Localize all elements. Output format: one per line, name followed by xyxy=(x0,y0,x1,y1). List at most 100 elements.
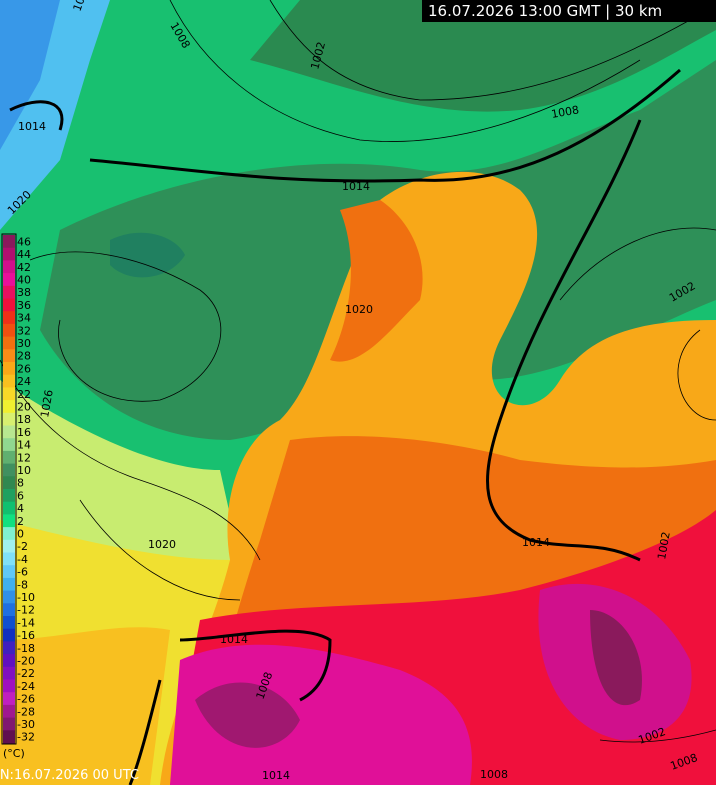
isobar-label: 1014 xyxy=(220,633,248,646)
legend-label: 8 xyxy=(17,477,24,490)
legend-swatch xyxy=(3,641,15,655)
legend-swatch xyxy=(3,577,15,592)
isobar xyxy=(269,0,691,101)
legend-swatch xyxy=(3,463,15,477)
header-box xyxy=(422,0,716,22)
legend-label: -8 xyxy=(17,578,28,591)
isobar-label: 1014 xyxy=(18,120,46,133)
legend-swatch xyxy=(3,679,15,693)
isobar-label: 1026 xyxy=(38,389,56,419)
legend-swatch xyxy=(3,349,15,363)
legend-swatch xyxy=(3,501,15,515)
legend-swatch xyxy=(3,590,15,604)
isobar-label: 1020 xyxy=(345,303,373,316)
legend-label: -12 xyxy=(17,604,35,617)
legend-swatch xyxy=(3,235,15,249)
atlantic-orange xyxy=(0,627,170,785)
legend-label: 38 xyxy=(17,286,31,299)
legend-swatch xyxy=(3,603,15,617)
legend-label: -18 xyxy=(17,642,35,655)
legend-swatch xyxy=(3,260,15,274)
legend-swatch xyxy=(3,730,15,744)
legend-label: 30 xyxy=(17,337,31,350)
legend-swatch xyxy=(3,692,15,706)
legend-swatch xyxy=(3,616,15,630)
legend-swatch xyxy=(3,438,15,452)
legend-label: 42 xyxy=(17,261,31,274)
legend-label: -2 xyxy=(17,540,28,553)
legend-label: 12 xyxy=(17,451,31,464)
legend-label: -20 xyxy=(17,654,35,667)
legend-label: 28 xyxy=(17,350,31,363)
legend-unit: (°C) xyxy=(3,747,25,760)
legend-swatch xyxy=(3,374,15,388)
legend-swatch xyxy=(3,247,15,261)
legend-label: -10 xyxy=(17,591,35,604)
legend-swatch xyxy=(3,666,15,680)
legend-swatch xyxy=(3,704,15,719)
scandinavia-hot xyxy=(330,200,423,362)
legend-label: 40 xyxy=(17,273,31,286)
legend-swatch xyxy=(3,298,15,312)
legend-swatch xyxy=(3,476,15,490)
legend-label: 4 xyxy=(17,502,24,515)
legend-label: -6 xyxy=(17,566,28,579)
legend-label: 0 xyxy=(17,527,24,540)
legend-label: 22 xyxy=(17,388,31,401)
legend-label: 14 xyxy=(17,439,31,452)
legend-label: 18 xyxy=(17,413,31,426)
isobar xyxy=(169,0,641,142)
legend-swatch xyxy=(3,285,15,299)
legend-label: -4 xyxy=(17,553,28,566)
isobar-label: 1020 xyxy=(148,538,176,551)
legend-label: 32 xyxy=(17,324,31,337)
legend-swatch xyxy=(3,654,15,668)
arabia-peak xyxy=(590,610,642,706)
legend-label: -16 xyxy=(17,629,35,642)
cold-core xyxy=(0,0,60,150)
footer-text: JN:16.07.2026 00 UTC xyxy=(0,768,139,783)
legend-swatch xyxy=(3,450,15,465)
isobar-label: 1014 xyxy=(522,536,550,549)
isobar-label: 1008 xyxy=(480,768,508,781)
isobar xyxy=(559,227,716,301)
legend-label: -26 xyxy=(17,693,35,706)
legend-swatch xyxy=(3,412,15,426)
legend-label: -30 xyxy=(17,718,35,731)
front-line xyxy=(9,68,681,183)
legend-label: 44 xyxy=(17,248,31,261)
legend-swatch xyxy=(3,387,15,401)
legend-label: -22 xyxy=(17,667,35,680)
isobar xyxy=(677,329,716,421)
sahara-core xyxy=(170,644,472,785)
front-line xyxy=(486,119,642,562)
legend-label: 24 xyxy=(17,375,31,388)
isobar-label: 1014 xyxy=(262,769,290,782)
legend-swatch xyxy=(3,527,15,541)
front-line xyxy=(128,629,332,785)
isobars xyxy=(0,0,716,743)
legend-label: 36 xyxy=(17,299,31,312)
legend-label: 20 xyxy=(17,400,31,413)
legend-label: 46 xyxy=(17,235,31,248)
iceland xyxy=(110,232,185,278)
legend-label: 10 xyxy=(17,464,31,477)
isobar xyxy=(599,729,716,743)
legend-label: 34 xyxy=(17,312,31,325)
legend-label: 2 xyxy=(17,515,24,528)
legend-swatch xyxy=(3,717,15,731)
legend-swatch xyxy=(3,514,15,528)
legend-label: 26 xyxy=(17,362,31,375)
legend-swatch xyxy=(3,489,15,503)
isobar xyxy=(29,251,222,402)
legend-swatch xyxy=(3,565,15,579)
legend-swatch xyxy=(3,311,15,325)
header-title: 16.07.2026 13:00 GMT | 30 km xyxy=(428,2,662,20)
legend-swatch xyxy=(3,628,15,642)
legend-label: -24 xyxy=(17,680,35,693)
isobar-label: 1014 xyxy=(342,180,370,193)
legend-swatch xyxy=(3,323,15,338)
legend-swatch xyxy=(3,400,15,414)
sahara-peak xyxy=(195,682,300,748)
